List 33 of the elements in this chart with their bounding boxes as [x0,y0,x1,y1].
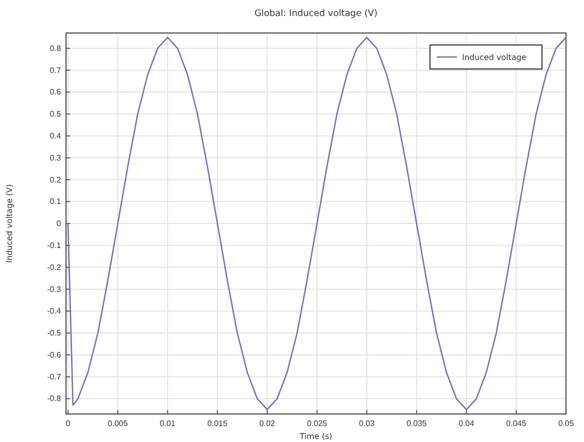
y-tick-label: -0.4 [47,306,62,316]
y-tick-label: 0.4 [50,131,62,140]
y-tick-label: -0.7 [47,372,62,382]
y-tick-label: 0.2 [50,175,62,184]
y-tick-label: -0.1 [47,240,62,250]
y-tick-label: 0.8 [50,44,62,53]
y-tick-label: 0 [56,219,62,228]
y-tick-label: -0.6 [47,350,62,360]
legend-label: Induced voltage [462,53,526,62]
x-tick-label: 0.04 [458,418,475,428]
y-tick-label: 0.7 [50,66,62,75]
y-tick-label: 0.3 [50,153,62,162]
x-tick-label: 0.03 [359,418,376,428]
y-tick-label: 0.5 [50,110,62,119]
x-tick-label: 0.025 [306,418,328,428]
line-series [67,36,567,410]
x-tick-label: 0 [66,418,71,428]
y-tick-label: -0.3 [47,284,62,294]
x-tick-label: 0.045 [506,418,527,428]
x-tick-label: 0.035 [406,418,428,428]
x-tick-label: 0.02 [259,418,276,428]
x-tick-label: 0.015 [207,418,228,428]
x-tick-label: 0.01 [160,418,176,428]
y-tick-label: -0.8 [47,394,62,404]
y-axis-title: Induced voltage (V) [5,184,14,263]
x-axis-title: Time (s) [298,432,332,441]
chart-title: Global: Induced voltage (V) [254,9,378,19]
y-tick-label: 0.1 [50,197,62,206]
x-tick-label: 0.05 [558,418,574,428]
y-tick-label: -0.5 [47,328,62,338]
x-tick-label: 0.005 [108,418,128,428]
y-tick-label: 0.6 [50,88,62,97]
y-tick-label: -0.2 [47,262,62,272]
